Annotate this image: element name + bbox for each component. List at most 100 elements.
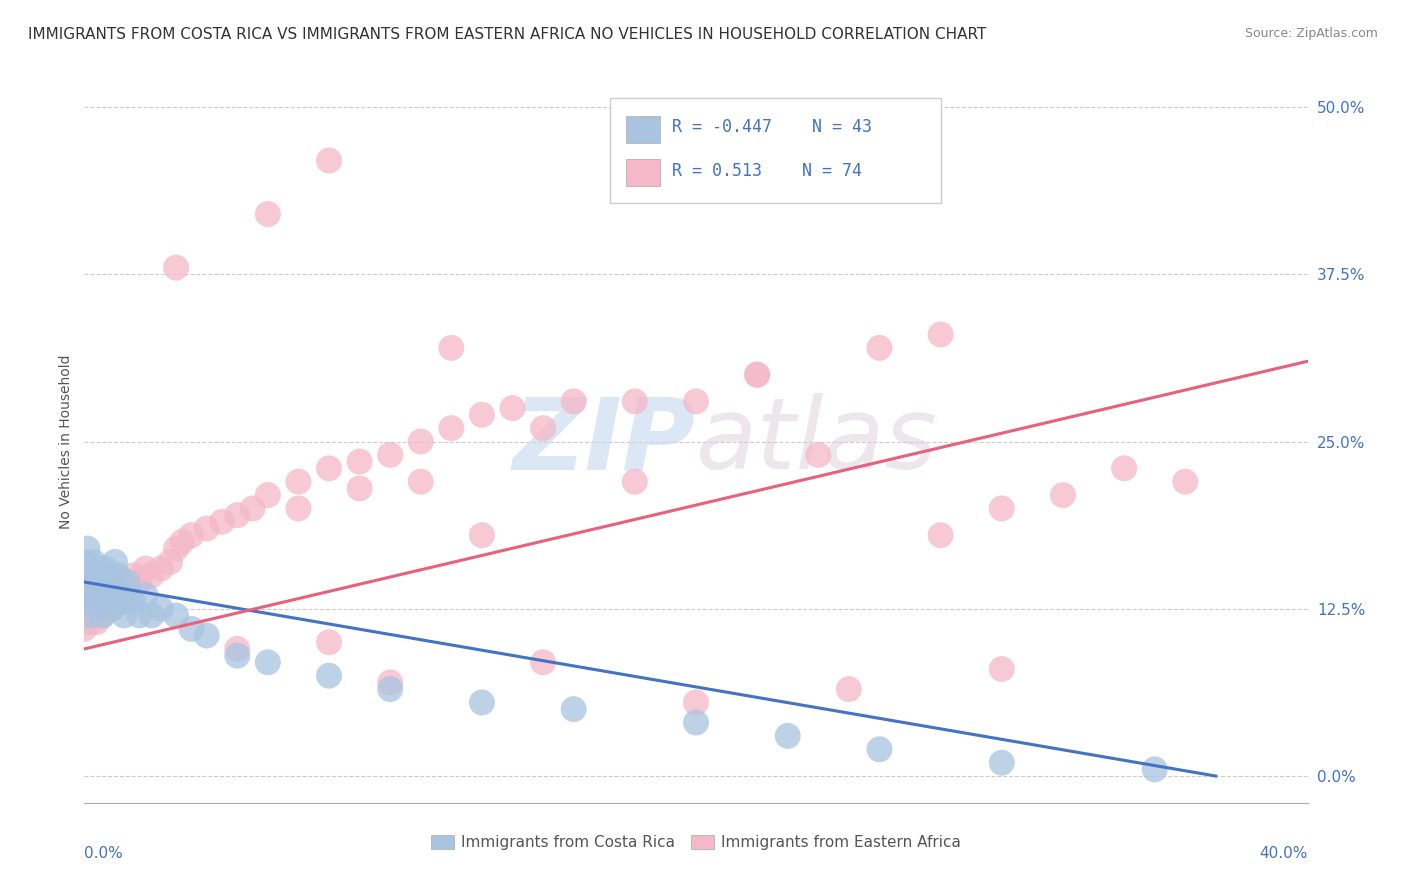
Point	[104, 589, 127, 603]
Point	[380, 681, 402, 696]
Point	[112, 575, 135, 590]
Point	[73, 622, 96, 636]
Point	[110, 595, 132, 609]
Text: IMMIGRANTS FROM COSTA RICA VS IMMIGRANTS FROM EASTERN AFRICA NO VEHICLES IN HOUS: IMMIGRANTS FROM COSTA RICA VS IMMIGRANTS…	[28, 27, 987, 42]
Point	[115, 595, 138, 609]
Point	[869, 742, 891, 756]
Point	[165, 608, 187, 623]
Point	[83, 555, 105, 569]
Point	[115, 575, 138, 590]
Point	[562, 394, 585, 409]
Point	[112, 608, 135, 623]
Point	[86, 595, 108, 609]
Point	[195, 629, 218, 643]
Point	[929, 528, 952, 542]
Point	[120, 589, 142, 603]
Point	[624, 475, 647, 489]
Point	[120, 582, 142, 596]
Point	[531, 655, 554, 669]
Point	[172, 535, 194, 549]
Text: 40.0%: 40.0%	[1260, 847, 1308, 861]
Point	[89, 575, 111, 590]
Point	[211, 515, 233, 529]
Point	[624, 394, 647, 409]
Point	[531, 421, 554, 435]
Point	[838, 681, 860, 696]
Legend: Immigrants from Costa Rica, Immigrants from Eastern Africa: Immigrants from Costa Rica, Immigrants f…	[425, 830, 967, 856]
Point	[165, 541, 187, 556]
Text: Source: ZipAtlas.com: Source: ZipAtlas.com	[1244, 27, 1378, 40]
Point	[83, 582, 105, 596]
Point	[104, 582, 127, 596]
Point	[73, 595, 96, 609]
Point	[79, 568, 101, 582]
Point	[562, 702, 585, 716]
Point	[180, 528, 202, 542]
Point	[257, 488, 280, 502]
Point	[83, 582, 105, 596]
Point	[91, 608, 114, 623]
Y-axis label: No Vehicles in Household: No Vehicles in Household	[59, 354, 73, 529]
Point	[318, 461, 340, 475]
Point	[91, 608, 114, 623]
Point	[685, 715, 707, 730]
Point	[226, 508, 249, 523]
Point	[110, 582, 132, 596]
Point	[869, 341, 891, 355]
Point	[122, 568, 145, 582]
Point	[502, 401, 524, 416]
Point	[141, 568, 163, 582]
Point	[79, 615, 101, 630]
Text: ZIP: ZIP	[513, 393, 696, 490]
Point	[991, 662, 1014, 676]
Point	[685, 394, 707, 409]
Point	[287, 501, 309, 516]
Point	[409, 434, 432, 449]
Point	[318, 635, 340, 649]
Point	[76, 541, 98, 556]
Point	[318, 669, 340, 683]
Point	[349, 455, 371, 469]
Point	[776, 729, 799, 743]
Point	[89, 575, 111, 590]
Point	[94, 589, 117, 603]
Point	[128, 608, 150, 623]
FancyBboxPatch shape	[610, 98, 941, 203]
Point	[89, 562, 111, 576]
Point	[1174, 475, 1197, 489]
FancyBboxPatch shape	[626, 159, 661, 186]
Point	[380, 448, 402, 462]
Point	[807, 448, 830, 462]
Point	[747, 368, 769, 382]
Point	[83, 608, 105, 623]
Point	[165, 260, 187, 275]
Point	[1114, 461, 1136, 475]
Point	[440, 421, 463, 435]
Point	[149, 602, 172, 616]
Point	[242, 501, 264, 516]
Point	[135, 562, 157, 576]
Point	[991, 756, 1014, 770]
Point	[471, 528, 494, 542]
Point	[79, 595, 101, 609]
Point	[73, 555, 96, 569]
Text: R = 0.513    N = 74: R = 0.513 N = 74	[672, 161, 862, 179]
Point	[747, 368, 769, 382]
Point	[180, 622, 202, 636]
Point	[73, 582, 96, 596]
Point	[380, 675, 402, 690]
Point	[91, 582, 114, 596]
Point	[226, 648, 249, 663]
Point	[97, 595, 120, 609]
Point	[257, 655, 280, 669]
Point	[471, 696, 494, 710]
Point	[685, 696, 707, 710]
Point	[195, 521, 218, 535]
Point	[76, 582, 98, 596]
Point	[226, 642, 249, 657]
Point	[107, 595, 129, 609]
Point	[122, 595, 145, 609]
Point	[101, 602, 124, 616]
Point	[471, 408, 494, 422]
Point	[107, 568, 129, 582]
